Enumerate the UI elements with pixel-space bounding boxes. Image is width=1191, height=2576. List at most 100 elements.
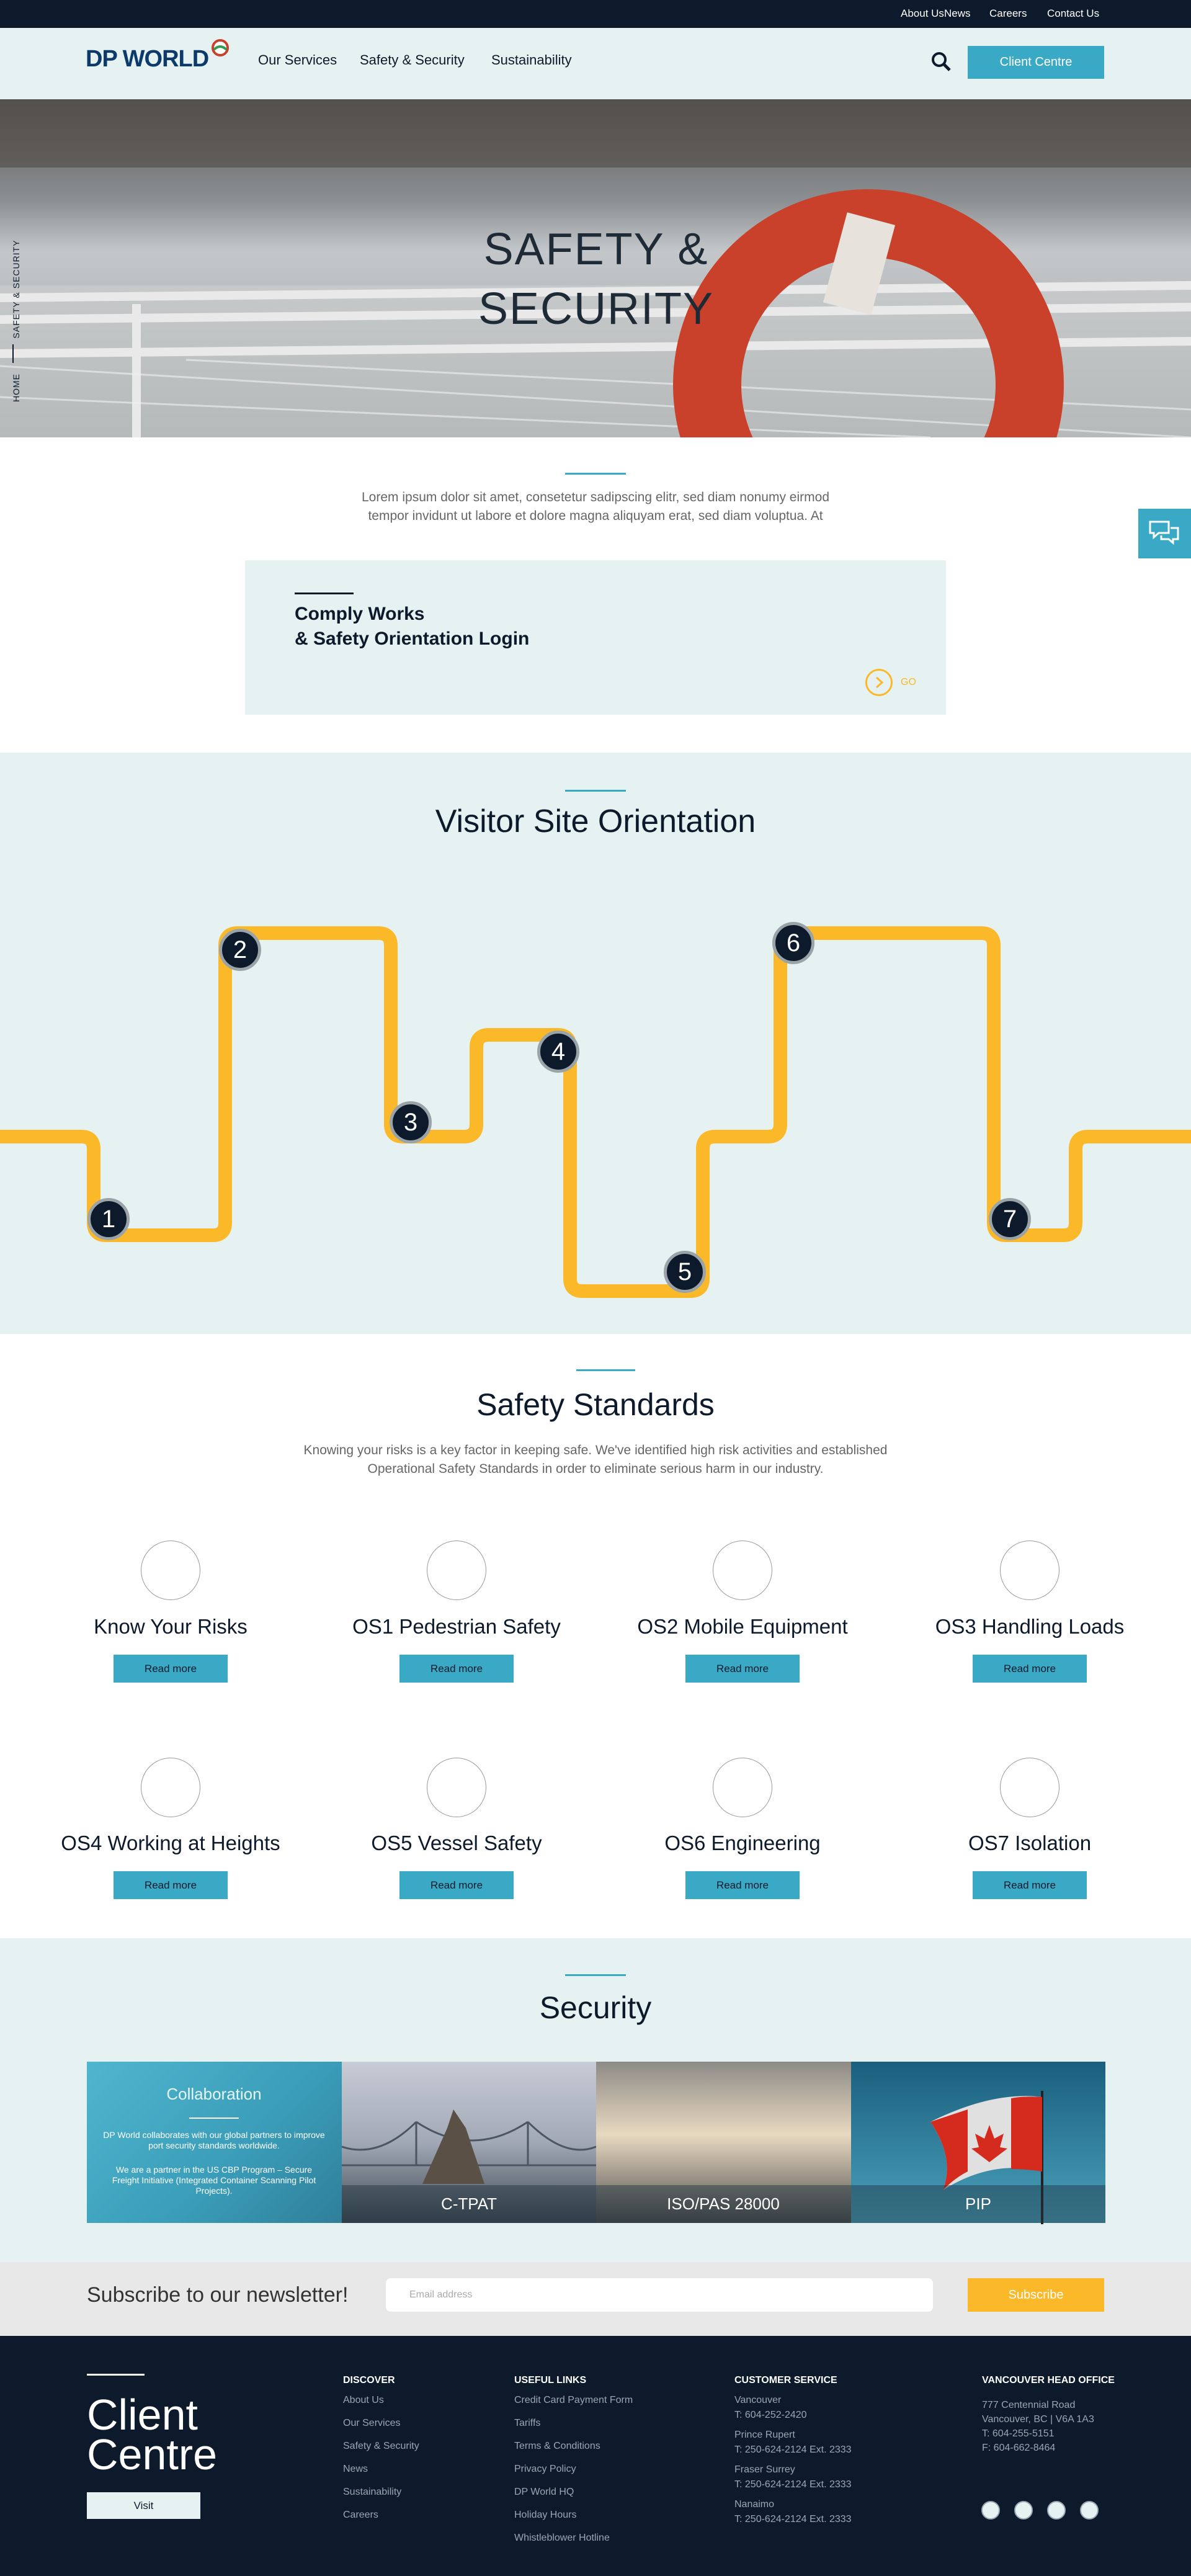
footer-link[interactable]: Careers: [343, 2510, 378, 2521]
footer-link[interactable]: Safety & Security: [343, 2441, 419, 2452]
top-link[interactable]: News: [944, 7, 971, 19]
top-bar: [0, 0, 1191, 28]
footer-link[interactable]: About Us: [343, 2395, 384, 2406]
footer: [0, 2336, 1191, 2576]
tile-collaboration[interactable]: [87, 2062, 342, 2223]
standards-text: Operational Safety Standards in order to…: [367, 1462, 824, 1477]
footer-link[interactable]: Terms & Conditions: [514, 2441, 600, 2452]
go-link[interactable]: GO: [901, 677, 916, 688]
footer-link[interactable]: Our Services: [343, 2418, 401, 2429]
comply-box: [245, 560, 946, 715]
logo-mark: [212, 39, 229, 56]
footer-heading: DISCOVER: [343, 2375, 395, 2386]
tile-paragraph: DP World collaborates with our global pa…: [103, 2130, 325, 2150]
footer-link[interactable]: News: [343, 2464, 368, 2475]
social-icon[interactable]: [981, 2501, 1000, 2520]
tile-caption[interactable]: C-TPAT: [440, 2194, 497, 2214]
nav-link[interactable]: Sustainability: [491, 51, 572, 68]
intro-text: tempor invidunt ut labore et dolore magn…: [368, 509, 823, 524]
step-node[interactable]: 7: [989, 1198, 1031, 1240]
standard-icon: [713, 1541, 772, 1600]
client-centre-button[interactable]: Client Centre: [968, 46, 1104, 79]
standard-icon: [1000, 1541, 1059, 1600]
tile-caption[interactable]: PIP: [965, 2194, 991, 2214]
step-node[interactable]: 3: [390, 1101, 432, 1143]
breadcrumb[interactable]: HOME: [11, 373, 21, 402]
footer-link[interactable]: Credit Card Payment Form: [514, 2395, 633, 2406]
footer-heading: CUSTOMER SERVICE: [734, 2375, 837, 2386]
read-more-button[interactable]: Read more: [685, 1655, 800, 1683]
tile-title: Collaboration: [166, 2085, 262, 2104]
footer-address: Vancouver, BC | V6A 1A3: [982, 2414, 1094, 2425]
standard-title: OS3 Handling Loads: [935, 1615, 1125, 1639]
email-placeholder: Email address: [409, 2289, 473, 2301]
nav-link[interactable]: Our Services: [258, 51, 337, 68]
search-icon[interactable]: [930, 51, 953, 73]
go-circle[interactable]: [865, 669, 893, 696]
social-icon[interactable]: [1080, 2501, 1099, 2520]
visitor-divider: [565, 790, 626, 792]
footer-divider: [87, 2374, 145, 2376]
footer-address: T: 604-255-5151: [982, 2428, 1055, 2440]
read-more-button[interactable]: Read more: [114, 1655, 228, 1683]
breadcrumb[interactable]: SAFETY & SECURITY: [11, 239, 21, 339]
footer-link[interactable]: Holiday Hours: [514, 2510, 577, 2521]
footer-address: 777 Centennial Road: [982, 2400, 1076, 2411]
standards-divider: [576, 1369, 635, 1371]
read-more-button[interactable]: Read more: [685, 1871, 800, 1899]
read-more-button[interactable]: Read more: [973, 1871, 1087, 1899]
step-node[interactable]: 6: [772, 922, 814, 964]
standards-text: Knowing your risks is a key factor in ke…: [303, 1443, 888, 1458]
footer-phone: T: 604-252-2420: [734, 2410, 807, 2421]
social-icon[interactable]: [1014, 2501, 1033, 2520]
standard-title: OS5 Vessel Safety: [371, 1831, 542, 1855]
standard-title: Know Your Risks: [94, 1615, 248, 1639]
top-link[interactable]: Contact Us: [1047, 7, 1100, 19]
footer-link[interactable]: Whistleblower Hotline: [514, 2533, 610, 2544]
go-arrow: [876, 676, 884, 689]
standard-icon: [427, 1541, 486, 1600]
logo: DP WORLD: [86, 46, 209, 73]
read-more-button[interactable]: Read more: [399, 1655, 514, 1683]
step-node[interactable]: 1: [87, 1198, 130, 1240]
tile-caption-bar: [342, 2185, 1105, 2223]
orientation-path: [0, 926, 1191, 1298]
section-title: Visitor Site Orientation: [435, 803, 756, 839]
standard-icon: [427, 1758, 486, 1817]
hero-image: [0, 99, 1191, 437]
standard-title: OS4 Working at Heights: [61, 1831, 280, 1855]
nav-link[interactable]: Safety & Security: [360, 51, 465, 68]
footer-heading: VANCOUVER HEAD OFFICE: [982, 2375, 1115, 2386]
step-node[interactable]: 2: [219, 929, 261, 971]
footer-link[interactable]: Tariffs: [514, 2418, 541, 2429]
footer-location: Nanaimo: [734, 2499, 775, 2510]
subscribe-button[interactable]: Subscribe: [968, 2278, 1104, 2312]
footer-link[interactable]: DP World HQ: [514, 2487, 574, 2498]
step-node[interactable]: 5: [664, 1251, 706, 1293]
footer-heading: USEFUL LINKS: [514, 2375, 587, 2386]
read-more-button[interactable]: Read more: [973, 1655, 1087, 1683]
section-title: Safety Standards: [476, 1387, 715, 1422]
footer-link[interactable]: Privacy Policy: [514, 2464, 576, 2475]
top-link[interactable]: About Us: [901, 7, 944, 19]
read-more-button[interactable]: Read more: [399, 1871, 514, 1899]
hero-title: SECURITY: [478, 284, 715, 334]
tile-iso[interactable]: [596, 2062, 851, 2223]
tile-caption[interactable]: ISO/PAS 28000: [667, 2194, 780, 2214]
chat-icon: [1149, 521, 1179, 545]
visit-button[interactable]: Visit: [87, 2492, 200, 2519]
breadcrumb-divider: [12, 344, 14, 363]
social-icon[interactable]: [1047, 2501, 1066, 2520]
standard-icon: [141, 1758, 200, 1817]
read-more-button[interactable]: Read more: [114, 1871, 228, 1899]
footer-location: Fraser Surrey: [734, 2464, 795, 2475]
standard-icon: [141, 1541, 200, 1600]
standard-title: OS1 Pedestrian Safety: [352, 1615, 561, 1639]
top-link[interactable]: Careers: [989, 7, 1027, 19]
email-input[interactable]: [386, 2278, 933, 2312]
comply-divider: [295, 593, 354, 594]
footer-link[interactable]: Sustainability: [343, 2487, 402, 2498]
step-node[interactable]: 4: [537, 1031, 579, 1073]
intro-divider: [565, 473, 626, 475]
collab-divider: [189, 2118, 239, 2119]
